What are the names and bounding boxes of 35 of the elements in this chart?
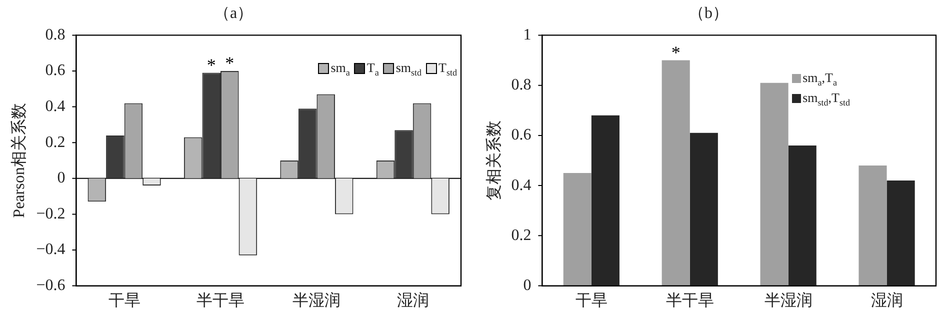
x-tick-label: 半湿润 [292, 292, 341, 310]
y-tick-label: 0.6 [45, 62, 66, 80]
y-tick-label: 0.2 [45, 134, 66, 151]
y-axis-title: Pearson相关系数 [10, 103, 28, 218]
y-tick-label: 0.4 [511, 176, 532, 194]
x-tick-label: 湿润 [396, 292, 429, 310]
y-tick-label: 0 [523, 277, 532, 294]
x-tick-label: 半湿润 [764, 292, 812, 310]
x-tick-label: 半干旱 [196, 292, 245, 310]
y-tick-label: 0.8 [45, 26, 66, 44]
y-tick-label: 0.2 [511, 226, 532, 244]
y-tick-label: 0.4 [45, 98, 66, 116]
annotation: * [206, 54, 216, 75]
annotation: * [225, 53, 234, 73]
annotation: * [671, 42, 680, 62]
x-tick-label: 干旱 [575, 292, 608, 310]
legend-label: sm$_{a}$,T$_{a}$ [802, 70, 837, 88]
legend-label: T$_{std}$ [438, 60, 457, 78]
y-tick-label: −0.6 [36, 277, 66, 294]
y-axis-title: 复相关系数 [484, 120, 503, 200]
legend-label: T$_{a}$ [366, 60, 379, 78]
legend-label: sm$_{a}$ [330, 60, 350, 78]
y-tick-label: −0.4 [36, 241, 66, 258]
y-tick-label: 0.6 [511, 126, 532, 144]
y-tick-label: 1 [523, 26, 532, 44]
legend-label: sm$_{std}$ [396, 60, 422, 78]
x-tick-label: 湿润 [870, 292, 903, 310]
chart-title: （b） [688, 4, 728, 22]
y-tick-label: −0.2 [36, 205, 66, 222]
x-tick-label: 干旱 [108, 292, 140, 310]
y-tick-label: 0 [57, 170, 66, 187]
chart-title: （a） [214, 4, 254, 22]
legend-label: sm$_{std}$,T$_{std}$ [802, 90, 850, 108]
y-tick-label: 0.8 [511, 76, 532, 94]
x-tick-label: 半干旱 [666, 292, 714, 310]
